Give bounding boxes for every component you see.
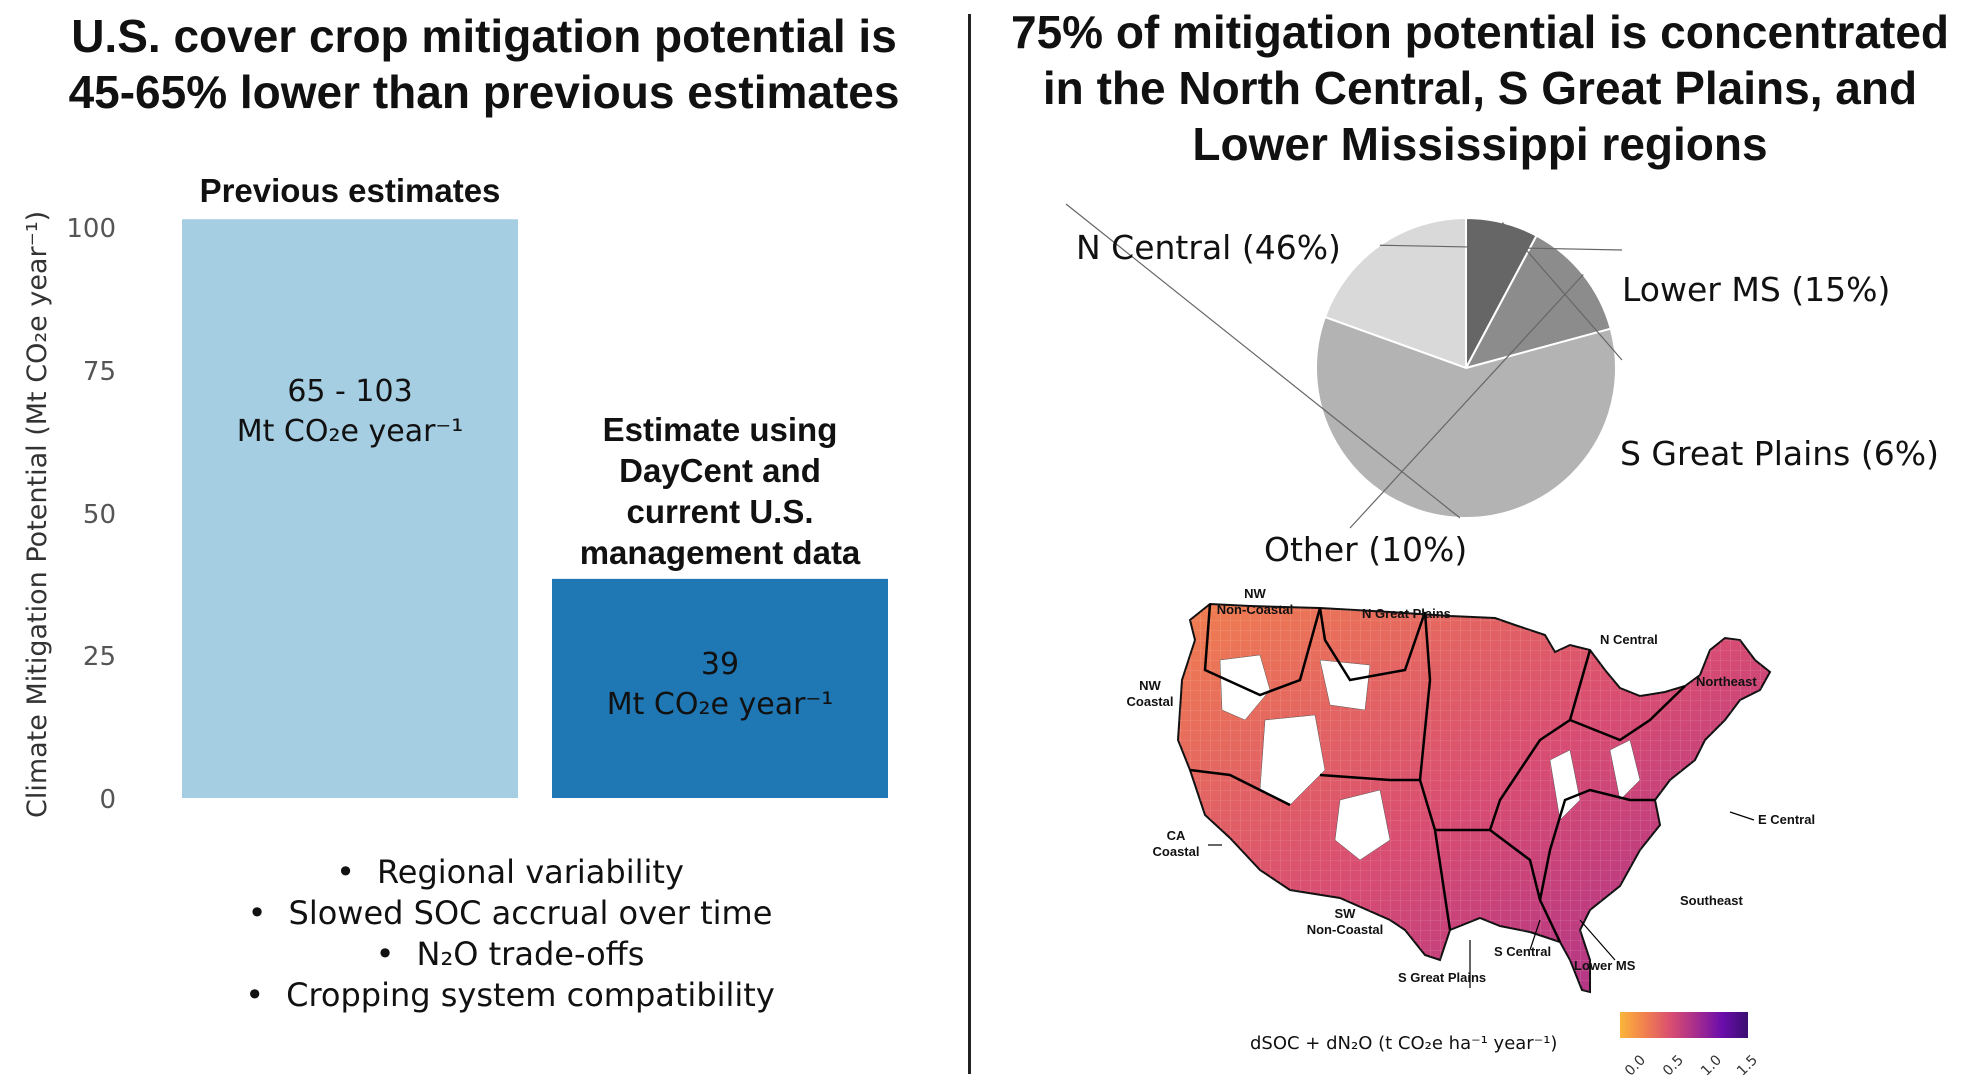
map-label-line: Non-Coastal [1216,602,1294,617]
y-tick-label: 50 [82,500,116,530]
map-label-s-great-plains: S Great Plains [1398,970,1487,985]
caveat-item: Regional variability [150,852,870,893]
map-label-s-central: S Central [1494,944,1552,959]
pie-label-s-great-plains: S Great Plains (6%) [1620,434,1939,473]
bar-value-line: 65 - 103 [287,374,413,409]
pie-slice-1 [1323,216,1467,370]
bar-category-line: Previous estimates [199,172,501,209]
map-label-line: NW [1139,678,1161,693]
bar-chart [182,219,888,798]
map-label-lower-ms: Lower MS [1574,958,1636,973]
y-tick-label: 100 [66,214,116,244]
pie-label-other: Other (10%) [1264,530,1468,569]
pie-slice-0 [1315,315,1617,519]
caveat-item: Slowed SOC accrual over time [150,893,870,934]
legend-color-bar [1620,1012,1748,1038]
y-tick-label: 25 [82,642,116,672]
pie-leader-line [1501,222,1623,361]
left-headline-line-2: 45-65% lower than previous estimates [68,66,900,118]
bar-value-label-previous: 65 - 103 Mt CO₂e year⁻¹ [182,372,518,452]
map-label-southeast: Southeast [1680,893,1743,908]
map-label-line: Coastal [1152,844,1200,859]
us-county-map [1176,602,1772,994]
map-label-sw-non-coastal: SW Non-Coastal [1300,906,1390,938]
map-label-n-great-plains: N Great Plains [1362,606,1451,621]
bar-category-label-daycent: Estimate using DayCent and current U.S. … [552,409,888,573]
y-tick-label: 0 [99,785,116,815]
pie-chart [1065,203,1623,529]
caveat-item: Cropping system compatibility [150,975,870,1016]
caveat-list: Regional variability Slowed SOC accrual … [150,852,870,1016]
pie-leader-line [1065,203,1461,519]
us-outline-county-grid [1178,604,1770,992]
map-label-northeast: Northeast [1696,674,1757,689]
map-label-n-central: N Central [1600,632,1658,647]
map-label-e-central: E Central [1758,812,1816,827]
bar-category-line: current U.S. [626,493,814,530]
bar-category-label-previous: Previous estimates [182,170,518,211]
bar-1 [552,578,888,798]
right-headline-line-2: in the North Central, S Great Plains, an… [1042,62,1918,114]
bar-value-label-daycent: 39 Mt CO₂e year⁻¹ [552,645,888,725]
left-headline: U.S. cover crop mitigation potential is … [0,8,968,120]
legend-title: dSOC + dN₂O (t CO₂e ha⁻¹ year⁻¹) [1250,1033,1558,1054]
bar-0 [182,219,518,798]
bar-value-line: Mt CO₂e year⁻¹ [606,687,834,722]
right-headline-line-1: 75% of mitigation potential is concentra… [1010,6,1949,58]
map-label-line: Coastal [1126,694,1174,709]
map-label-nw-non-coastal: NW Non-Coastal [1210,586,1300,618]
map-label-ca-coastal: CA Coastal [1146,828,1206,860]
bar-category-line: management data [579,534,861,571]
caveat-item: N₂O trade-offs [150,934,870,975]
pie-leader-line [1379,244,1623,251]
bar-value-line: Mt CO₂e year⁻¹ [236,414,464,449]
map-label-line: SW [1334,906,1356,921]
pie-label-lower-ms: Lower MS (15%) [1622,270,1891,309]
bar-value-line: 39 [700,647,740,682]
map-label-nw-coastal: NW Coastal [1120,678,1180,710]
region-boundaries [1189,603,1686,943]
right-headline: 75% of mitigation potential is concentra… [976,4,1984,172]
pie-leader-line [1349,274,1584,529]
pie-label-n-central: N Central (46%) [1076,228,1341,267]
y-tick-label: 75 [82,357,116,387]
right-headline-line-3: Lower Mississippi regions [1192,118,1768,170]
panel-divider [968,14,971,1074]
bar-category-line: DayCent and [619,452,821,489]
map-label-line: CA [1166,828,1186,843]
map-label-line: Non-Coastal [1306,922,1384,937]
bar-category-line: Estimate using [602,411,838,448]
map-label-line: NW [1244,586,1266,601]
left-headline-line-1: U.S. cover crop mitigation potential is [71,10,897,62]
